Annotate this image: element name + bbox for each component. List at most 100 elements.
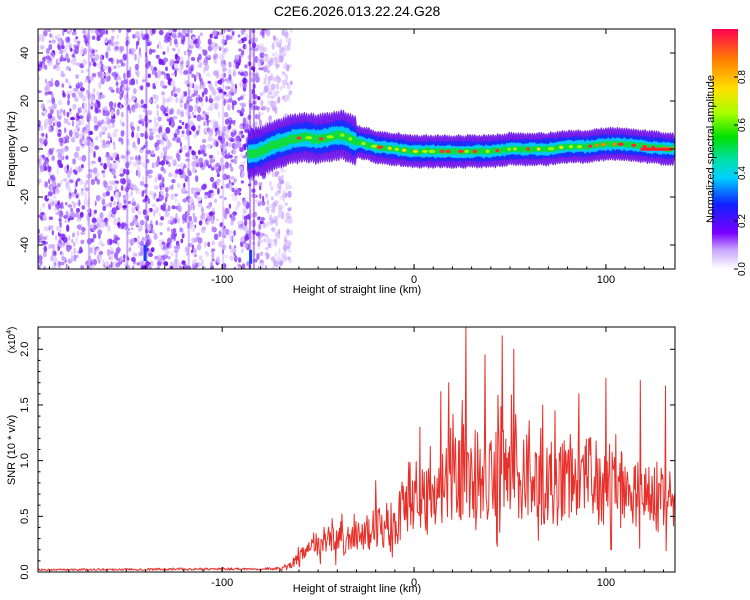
noise-cell	[238, 48, 242, 52]
noise-cell	[180, 94, 185, 102]
noise-cell	[94, 145, 99, 150]
colorbar-tick-label: 0.2	[737, 214, 748, 228]
noise-cell	[145, 210, 151, 215]
noise-cell	[50, 254, 54, 262]
noise-cell	[237, 264, 240, 269]
noise-cell	[169, 265, 174, 269]
noise-cell	[259, 199, 262, 206]
noise-cell	[75, 166, 79, 171]
noise-cell	[90, 259, 93, 267]
noise-cell	[223, 48, 226, 53]
noise-cell	[62, 29, 65, 37]
noise-cell	[228, 61, 232, 68]
ridge-peak	[394, 147, 399, 151]
noise-cell	[61, 255, 65, 261]
noise-cell	[283, 255, 287, 262]
noise-cell	[83, 198, 88, 206]
noise-cell	[57, 99, 63, 106]
noise-cell	[284, 49, 287, 54]
noise-cell	[206, 119, 209, 127]
noise-cell	[116, 65, 122, 69]
noise-cell	[148, 98, 152, 104]
noise-cell	[48, 148, 54, 156]
noise-cell	[158, 239, 163, 244]
noise-cell	[229, 244, 232, 250]
noise-cell	[146, 235, 151, 239]
noise-cell	[70, 210, 75, 218]
noise-cell	[257, 240, 261, 247]
y-tick-label: 20	[19, 95, 31, 107]
noise-cell	[45, 47, 50, 54]
noise-cell	[81, 154, 87, 162]
noise-cell	[276, 83, 279, 90]
colorbar-gradient	[712, 29, 738, 269]
noise-cell	[60, 201, 64, 206]
noise-cell	[175, 152, 180, 159]
noise-cell	[98, 81, 101, 90]
noise-cell	[92, 245, 95, 250]
noise-cell	[284, 235, 287, 243]
noise-cell	[207, 241, 211, 247]
noise-cell	[93, 248, 97, 256]
noise-cell	[166, 73, 171, 81]
noise-cell	[137, 125, 140, 132]
noise-cell	[164, 134, 168, 140]
noise-cell	[105, 191, 110, 197]
noise-cell	[140, 265, 143, 269]
noise-cell	[217, 111, 221, 119]
noise-cell	[126, 73, 132, 78]
noise-cell	[196, 85, 201, 92]
noise-cell	[131, 206, 136, 214]
noise-cell	[65, 155, 69, 160]
noise-cell	[42, 251, 47, 258]
noise-cell	[157, 139, 162, 145]
noise-cell	[274, 252, 278, 258]
noise-cell	[101, 198, 106, 206]
noise-cell	[87, 221, 91, 226]
noise-cell	[144, 215, 148, 220]
noise-cell	[140, 32, 144, 38]
noise-cell	[82, 29, 87, 35]
noise-cell	[151, 150, 155, 156]
noise-cell	[171, 48, 176, 52]
noise-cell	[205, 251, 210, 257]
noise-cell	[258, 67, 263, 71]
noise-cell	[73, 247, 76, 255]
snr-series-line	[38, 327, 675, 572]
noise-cell	[122, 206, 127, 211]
ridge-peak	[495, 149, 500, 153]
noise-cell	[175, 212, 178, 220]
noise-cell	[250, 93, 253, 100]
noise-cell	[83, 36, 88, 44]
noise-cell	[128, 228, 130, 231]
noise-cell	[94, 176, 98, 182]
noise-cell	[220, 157, 223, 165]
noise-cell	[47, 151, 50, 158]
noise-cell	[165, 249, 170, 256]
noise-cell	[39, 142, 43, 149]
noise-cell	[269, 88, 274, 93]
noise-cell	[48, 125, 52, 133]
noise-cell	[61, 244, 65, 248]
noise-cell	[287, 207, 292, 212]
noise-cell	[181, 59, 184, 65]
noise-cell	[252, 212, 258, 218]
noise-cell	[188, 204, 193, 211]
noise-cell	[61, 152, 65, 156]
noise-cell	[183, 35, 186, 42]
noise-cell	[107, 225, 111, 232]
noise-cell	[88, 174, 93, 179]
noise-cell	[218, 241, 222, 248]
noise-cell	[104, 36, 108, 44]
noise-cell	[145, 248, 149, 252]
noise-cell	[258, 182, 263, 187]
noise-cell	[240, 146, 245, 152]
noise-cell	[221, 244, 227, 251]
noise-cell	[192, 263, 195, 269]
noise-cell	[105, 156, 111, 163]
noise-cell	[231, 193, 234, 198]
noise-cell	[229, 235, 234, 242]
noise-cell	[191, 155, 197, 161]
noise-cell	[279, 195, 283, 201]
noise-cell	[228, 98, 233, 103]
